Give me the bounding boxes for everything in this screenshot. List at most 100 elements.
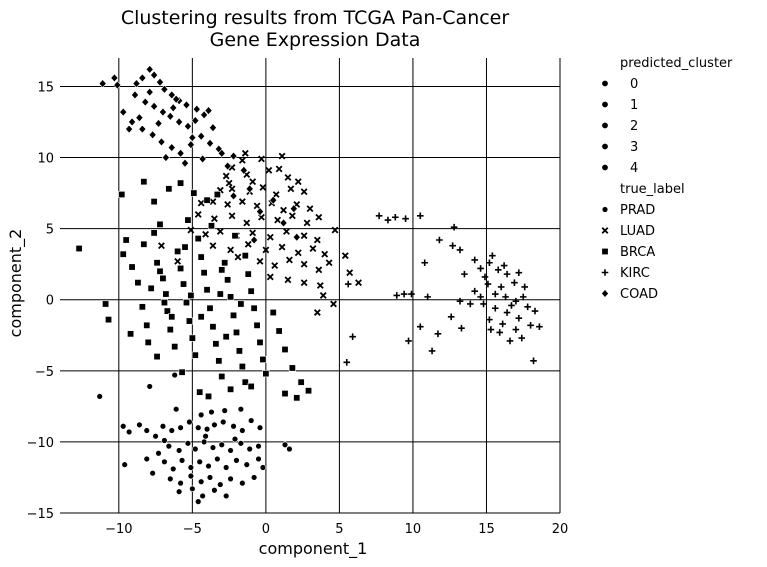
point-brca — [156, 267, 164, 275]
point-kirc — [536, 323, 543, 331]
point-luad — [271, 262, 279, 270]
point-kirc — [506, 337, 514, 345]
point-coad — [119, 107, 128, 117]
point-coad — [250, 235, 259, 245]
point-prad — [189, 485, 196, 493]
point-brca — [232, 328, 240, 336]
point-luad — [321, 250, 329, 258]
point-brca — [128, 263, 136, 271]
point-brca — [244, 270, 252, 278]
point-kirc — [402, 215, 409, 222]
point-coad — [239, 165, 248, 175]
point-brca — [262, 370, 270, 378]
point-prad — [255, 442, 262, 450]
point-kirc — [491, 304, 499, 312]
point-brca — [205, 392, 213, 400]
point-kirc — [477, 293, 484, 301]
point-prad — [233, 457, 240, 464]
point-kirc — [344, 280, 352, 288]
point-prad — [136, 421, 143, 429]
point-prad — [187, 472, 195, 480]
point-luad — [284, 276, 292, 284]
point-prad — [202, 433, 209, 440]
legend-label-luad: LUAD — [620, 224, 655, 239]
point-luad — [355, 279, 362, 287]
legend-label-prad: PRAD — [620, 203, 655, 218]
point-prad — [155, 450, 162, 457]
point-prad — [217, 481, 224, 488]
point-luad — [300, 279, 308, 287]
point-brca — [118, 191, 126, 199]
point-brca — [247, 287, 255, 295]
y-tick-label: −5 — [35, 365, 54, 380]
point-kirc — [511, 279, 518, 286]
point-kirc — [428, 347, 436, 355]
point-luad — [316, 282, 324, 289]
point-brca — [187, 291, 195, 299]
legend-cluster-marker — [602, 143, 608, 150]
point-brca — [185, 317, 193, 325]
point-brca — [275, 327, 283, 335]
point-brca — [247, 382, 255, 390]
y-tick-label: 5 — [46, 223, 54, 238]
point-luad — [330, 300, 337, 308]
point-kirc — [416, 323, 424, 331]
point-coad — [135, 113, 144, 123]
point-brca — [166, 326, 174, 334]
point-luad — [331, 226, 339, 234]
point-luad — [197, 199, 205, 207]
point-brca — [213, 191, 221, 199]
point-luad — [313, 309, 321, 316]
point-prad — [197, 411, 205, 419]
point-prad — [230, 423, 237, 430]
point-luad — [303, 219, 311, 227]
point-brca — [150, 198, 158, 206]
point-brca — [218, 372, 226, 380]
point-coad — [98, 79, 107, 89]
point-coad — [208, 123, 217, 133]
legend-circle-marker — [601, 206, 609, 213]
point-coad — [150, 101, 159, 111]
point-luad — [174, 257, 182, 265]
point-luad — [309, 245, 317, 252]
point-prad — [178, 457, 186, 464]
point-prad — [222, 492, 230, 500]
point-coad — [167, 90, 176, 100]
point-kirc — [515, 314, 523, 322]
point-brca — [203, 196, 211, 204]
point-kirc — [503, 270, 511, 278]
point-coad — [176, 148, 185, 158]
point-luad — [244, 240, 252, 248]
point-brca — [153, 259, 161, 267]
legend-square-marker — [601, 248, 609, 256]
point-coad — [154, 118, 163, 128]
point-brca — [174, 247, 182, 255]
point-kirc — [384, 216, 392, 224]
point-kirc — [502, 293, 509, 301]
point-coad — [128, 117, 137, 127]
point-kirc — [524, 303, 531, 311]
point-prad — [206, 474, 214, 481]
point-kirc — [491, 290, 499, 298]
point-luad — [209, 242, 217, 250]
legend-cluster-label: 2 — [630, 119, 638, 134]
point-coad — [223, 161, 232, 171]
point-kirc — [487, 326, 495, 333]
point-prad — [175, 488, 183, 495]
point-brca — [138, 303, 146, 311]
point-luad — [258, 155, 265, 163]
point-coad — [150, 70, 159, 80]
point-luad — [341, 252, 349, 260]
point-prad — [184, 440, 192, 447]
point-luad — [294, 178, 302, 186]
point-kirc — [449, 242, 456, 249]
point-coad — [145, 64, 154, 74]
point-prad — [227, 447, 234, 454]
point-kirc — [375, 212, 383, 220]
point-brca — [253, 321, 261, 329]
point-luad — [294, 249, 302, 257]
point-brca — [134, 279, 142, 287]
point-brca — [182, 299, 190, 307]
point-prad — [186, 418, 193, 426]
legend-label-coad: COAD — [620, 287, 658, 302]
